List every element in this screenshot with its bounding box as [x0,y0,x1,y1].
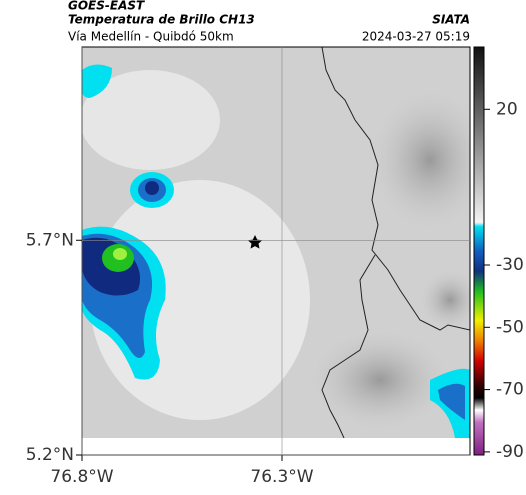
colorbar-tick-label: -30 [496,255,524,275]
colorbar-tick-label: -50 [496,317,524,337]
imagery [82,47,470,438]
colorbar-tick-label: -70 [496,380,524,400]
timestamp: 2024-03-27 05:19 [362,30,470,44]
location-marker [247,235,263,249]
y-tick-label: 5.2°N [26,445,74,465]
colorbar [473,46,485,456]
x-tick-label: 76.3°W [250,467,313,487]
satellite: GOES-EAST [68,0,145,13]
colorbar-tick-label: -90 [496,442,524,462]
x-tick-label: 76.8°W [50,467,113,487]
subtitle: Vía Medellín - Quibdó 50km [68,30,234,44]
source: SIATA [432,13,470,27]
colorbar-tick-label: 20 [496,99,518,119]
title: Temperatura de Brillo CH13 [68,13,255,27]
y-tick-label: 5.7°N [26,230,74,250]
